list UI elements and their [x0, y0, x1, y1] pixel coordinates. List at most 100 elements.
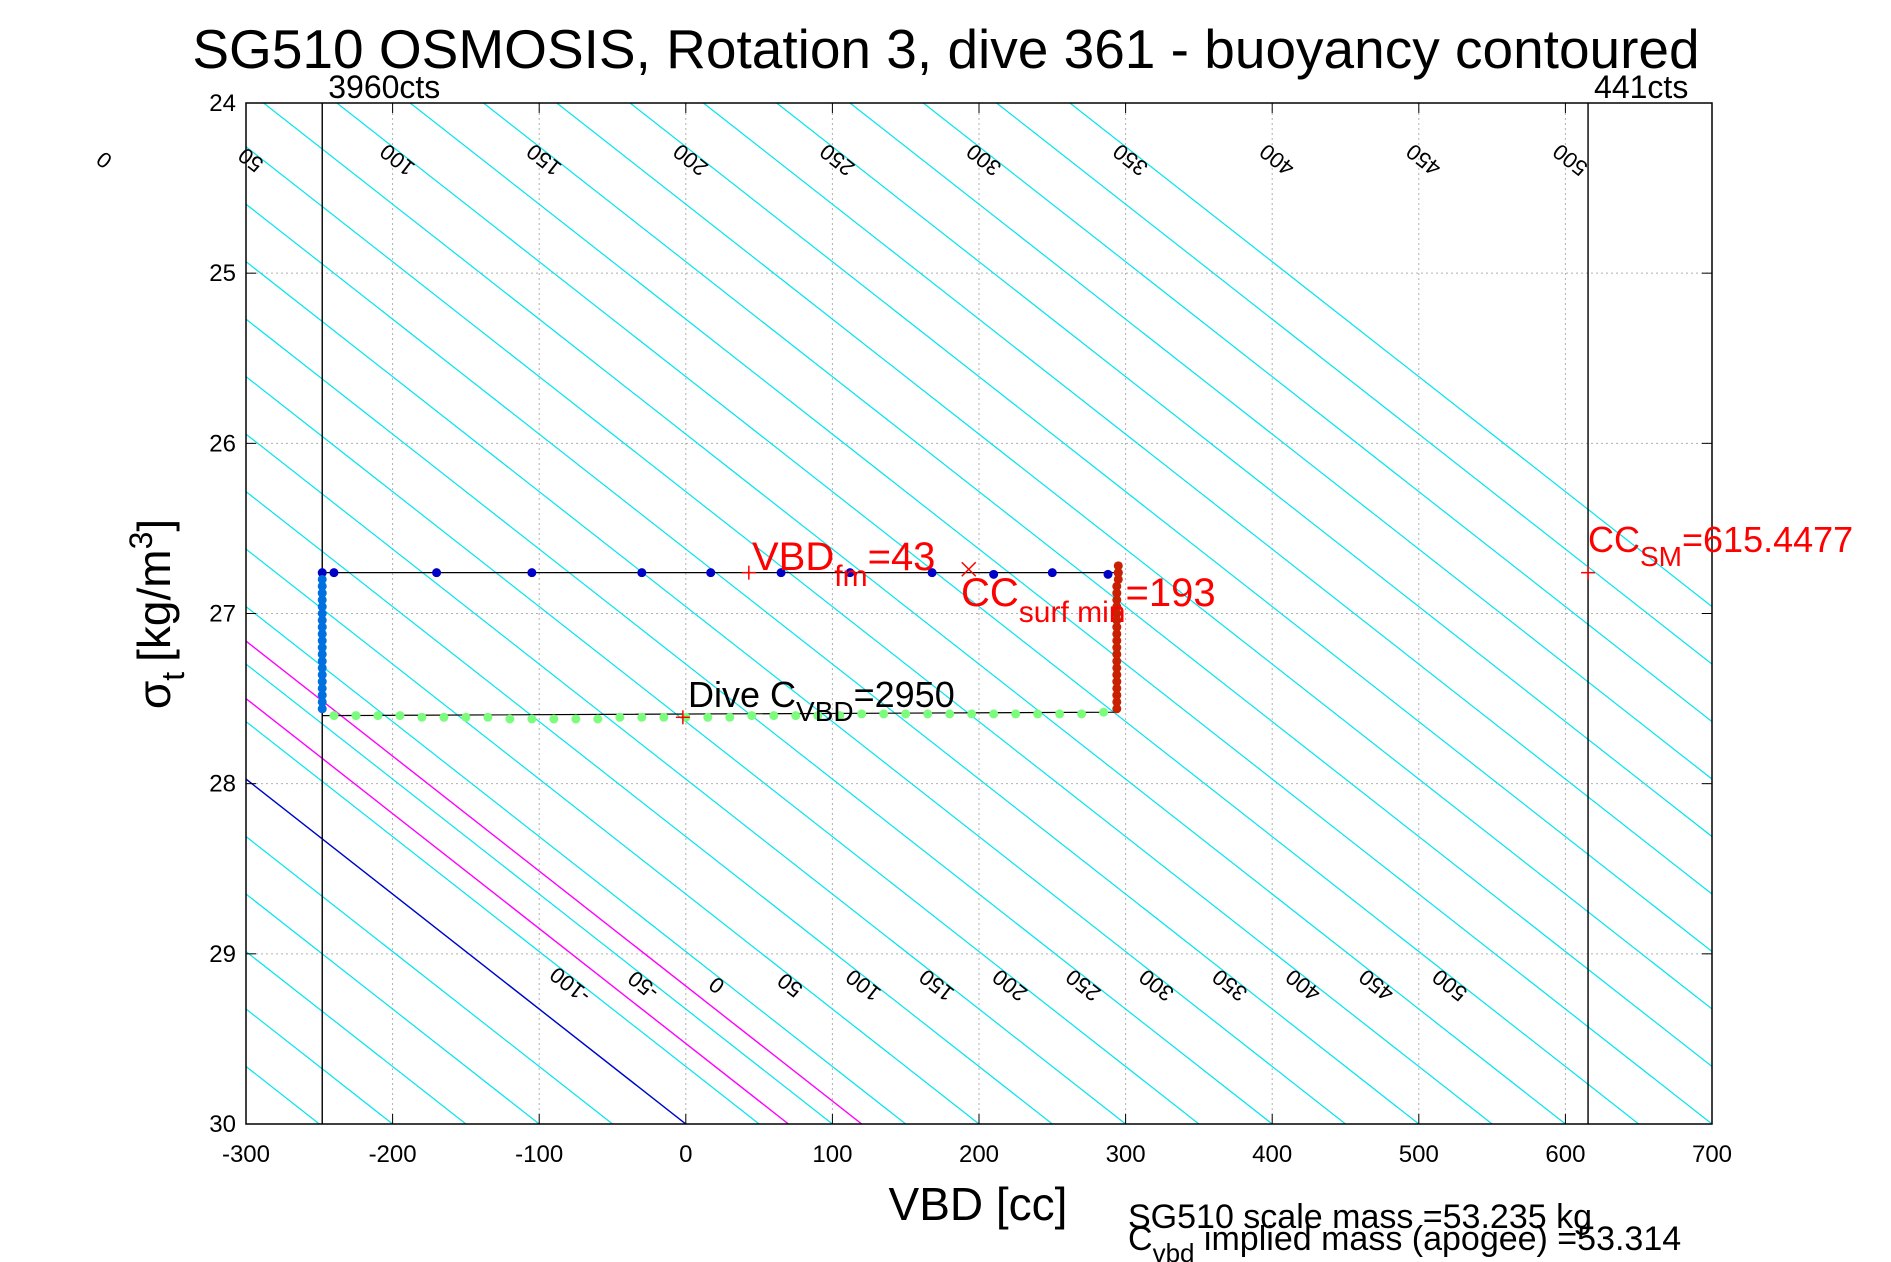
data-point — [395, 711, 405, 721]
data-point — [439, 712, 449, 722]
data-point — [1112, 581, 1122, 591]
contour-line — [246, 203, 1420, 1124]
data-point — [317, 615, 327, 625]
y-axis-label-sub: t — [155, 672, 191, 681]
data-point — [967, 709, 977, 719]
contour-line — [246, 260, 1346, 1124]
zero-contour-line — [246, 778, 687, 1124]
data-point — [317, 636, 327, 646]
data-point — [1112, 649, 1122, 659]
contour-line — [629, 103, 1712, 953]
cc-surf-min-tail: =193 — [1125, 571, 1215, 615]
data-point — [505, 714, 515, 724]
cc-surf-min-annotation: CCsurf min=193 — [961, 571, 1216, 629]
data-point — [1112, 704, 1122, 714]
data-point — [329, 568, 339, 578]
data-point — [1112, 602, 1122, 612]
contour-line — [246, 548, 980, 1124]
data-point — [1112, 677, 1122, 687]
data-point — [593, 714, 603, 724]
data-point — [1112, 643, 1122, 653]
contour-line — [246, 720, 760, 1124]
contour-line — [246, 663, 833, 1124]
data-point — [317, 622, 327, 632]
y-axis-label-sup: 3 — [123, 532, 159, 550]
contour-line — [246, 490, 1053, 1124]
data-point — [879, 709, 889, 719]
data-point — [835, 711, 845, 721]
data-point — [923, 709, 933, 719]
data-point — [317, 629, 327, 639]
x-tick-label: 400 — [1252, 1141, 1292, 1168]
count-line-label: 441cts — [1594, 69, 1688, 105]
data-point — [989, 709, 999, 719]
data-point — [317, 643, 327, 653]
data-point — [317, 588, 327, 598]
footer-scale-mass: SG510 scale mass =53.235 kg — [1128, 1198, 1592, 1236]
vbd-fm-tail: =43 — [868, 535, 936, 579]
data-point — [317, 581, 327, 591]
data-point — [1112, 683, 1122, 693]
data-point — [1047, 568, 1057, 578]
contour-line — [263, 103, 1566, 1124]
dive-cvbd-annotation: Dive CVBD=2950 — [688, 674, 955, 727]
y-axis-ticks: 24 25 26 27 28 29 30 — [209, 90, 1712, 1138]
data-point — [329, 711, 339, 721]
vbd-fm-main: VBD — [752, 535, 834, 579]
data-point — [659, 712, 669, 722]
y-tick-label: 26 — [209, 430, 236, 457]
data-point — [317, 690, 327, 700]
data-point — [1077, 709, 1087, 719]
contour-line — [1069, 103, 1712, 608]
data-point — [317, 568, 327, 578]
data-point — [317, 602, 327, 612]
x-tick-label: -100 — [515, 1141, 563, 1168]
dive-cvbd-sub: VBD — [796, 696, 854, 727]
footer-implied-tail: implied mass (apogee) =53.314 — [1194, 1220, 1681, 1258]
contour-line — [776, 103, 1712, 838]
data-point — [1112, 609, 1122, 618]
data-point — [317, 704, 327, 714]
dive-cvbd-tail: =2950 — [854, 674, 955, 715]
data-point — [725, 712, 735, 722]
contour-line — [246, 145, 1493, 1124]
y-axis-label-close: ] — [128, 519, 180, 532]
data-point — [901, 709, 911, 719]
data-point — [1011, 709, 1021, 719]
data-point — [1112, 690, 1122, 700]
y-axis-label-unit: [kg/m — [128, 549, 180, 661]
data-point — [637, 712, 647, 722]
contour-line — [246, 433, 1126, 1124]
y-tick-label: 27 — [209, 601, 236, 628]
vbd-fm-annotation: VBDfm=43 — [752, 535, 935, 593]
data-point — [637, 568, 647, 578]
x-tick-label: 100 — [812, 1141, 852, 1168]
x-tick-label: 200 — [959, 1141, 999, 1168]
data-point — [1113, 561, 1123, 571]
data-point — [373, 711, 383, 721]
footer-implied-mass: Cvbd implied mass (apogee) =53.314 — [1128, 1220, 1681, 1262]
vbd-fm-sub: fm — [834, 560, 867, 593]
y-tick-label: 29 — [209, 941, 236, 968]
data-point — [845, 568, 855, 578]
data-points — [317, 561, 1123, 724]
contour-line — [483, 103, 1712, 1068]
cc-surf-min-main: CC — [961, 571, 1019, 615]
footer-implied-sub: vbd — [1153, 1238, 1195, 1262]
data-point — [351, 711, 361, 721]
count-line-label: 3960cts — [328, 69, 440, 105]
contour-line — [336, 103, 1640, 1124]
data-point — [1112, 670, 1122, 680]
data-point — [615, 712, 625, 722]
data-point — [1112, 595, 1122, 605]
data-point — [813, 711, 823, 721]
y-tick-label: 30 — [209, 1111, 236, 1138]
x-tick-label: 500 — [1399, 1141, 1439, 1168]
x-axis-label: VBD [cc] — [889, 1178, 1068, 1230]
data-point — [317, 697, 327, 707]
buoyancy-contours — [246, 103, 1712, 1124]
data-point — [1112, 615, 1122, 625]
data-point — [1112, 636, 1122, 646]
data-point — [483, 712, 493, 722]
data-point — [549, 714, 559, 724]
